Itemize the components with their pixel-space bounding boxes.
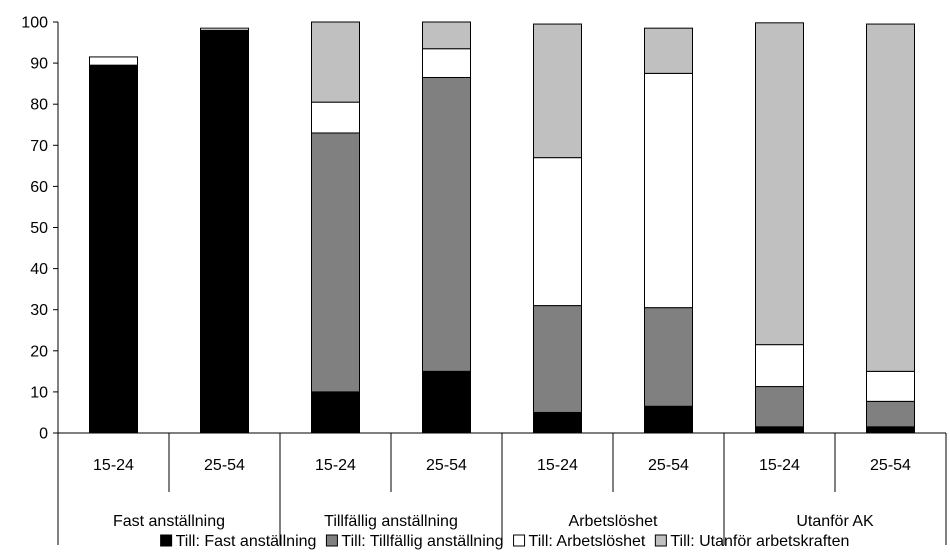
bar-segment-4-category-7 — [755, 22, 804, 346]
legend-item: Till: Arbetslöshet — [513, 533, 646, 550]
y-tick-label: 0 — [39, 426, 48, 443]
axes-layer: 0 10 20 30 40 50 60 70 80 90 100 15-24 25-54 15-24 25-… — [21, 15, 947, 545]
y-tick-label: 10 — [30, 384, 48, 401]
bar-segment-4-category-4 — [422, 21, 471, 50]
legend-item: Till: Fast anställning — [160, 533, 317, 550]
legend-item: Till: Tillfällig anställning — [325, 533, 504, 550]
bar-segment-2-category-7 — [755, 386, 804, 428]
y-tick-label: 50 — [30, 220, 48, 237]
bar-segment-4-category-5 — [533, 23, 582, 159]
legend-label: Till: Fast anställning — [176, 533, 317, 550]
x-category-label: 15-24 — [315, 457, 356, 474]
bar-segment-2-category-5 — [533, 305, 582, 413]
bar-segment-3-category-1 — [89, 56, 138, 66]
x-group-label: Arbetslöshet — [569, 513, 658, 530]
bar-segment-2-category-6 — [644, 307, 693, 407]
bar-segment-4-category-6 — [644, 27, 693, 74]
bar-segment-1-category-8 — [866, 426, 915, 434]
bar-segment-3-category-4 — [422, 48, 471, 78]
x-category-label: 15-24 — [537, 457, 578, 474]
bar-segment-3-category-8 — [866, 370, 915, 402]
y-tick-label: 60 — [30, 179, 48, 196]
legend-item: Till: Utanför arbetskraften — [654, 533, 849, 550]
bar-segment-2-category-3 — [311, 132, 360, 393]
legend-swatch — [160, 534, 173, 547]
legend-label: Till: Arbetslöshet — [529, 533, 646, 550]
bars-layer — [89, 21, 915, 434]
bar-segment-1-category-5 — [533, 411, 582, 434]
bar-segment-3-category-6 — [644, 72, 693, 309]
x-category-label: 25-54 — [204, 457, 245, 474]
bar-segment-2-category-8 — [866, 400, 915, 428]
x-category-label: 15-24 — [93, 457, 134, 474]
x-group-label: Tillfällig anställning — [324, 513, 458, 530]
x-category-label: 25-54 — [870, 457, 911, 474]
bar-segment-3-category-5 — [533, 157, 582, 307]
bar-segment-1-category-4 — [422, 370, 471, 434]
legend: Till: Fast anställning Till: Tillfällig a… — [160, 533, 849, 550]
x-group-label: Utanför AK — [796, 513, 874, 530]
bar-segment-1-category-2 — [200, 29, 249, 434]
x-group-label: Fast anställning — [113, 513, 225, 530]
bar-segment-1-category-7 — [755, 426, 804, 434]
legend-swatch — [513, 534, 526, 547]
legend-swatch — [654, 534, 667, 547]
y-tick-label: 80 — [30, 97, 48, 114]
bar-segment-3-category-2 — [200, 27, 249, 31]
bar-segment-4-category-3 — [311, 21, 360, 103]
y-tick-label: 20 — [30, 343, 48, 360]
y-tick-label: 70 — [30, 138, 48, 155]
bar-segment-1-category-3 — [311, 391, 360, 434]
legend-label: Till: Utanför arbetskraften — [670, 533, 849, 550]
y-tick-label: 100 — [21, 15, 48, 32]
bar-segment-1-category-1 — [89, 64, 138, 434]
bar-segment-3-category-3 — [311, 101, 360, 134]
bar-segment-1-category-6 — [644, 405, 693, 434]
y-tick-label: 90 — [30, 56, 48, 73]
x-category-label: 25-54 — [648, 457, 689, 474]
bar-segment-3-category-7 — [755, 344, 804, 388]
y-tick-label: 30 — [30, 302, 48, 319]
x-category-label: 15-24 — [759, 457, 800, 474]
y-tick-label: 40 — [30, 261, 48, 278]
legend-swatch — [325, 534, 338, 547]
bar-segment-4-category-8 — [866, 23, 915, 372]
legend-label: Till: Tillfällig anställning — [341, 533, 503, 550]
x-category-label: 25-54 — [426, 457, 467, 474]
bar-segment-2-category-4 — [422, 76, 471, 372]
